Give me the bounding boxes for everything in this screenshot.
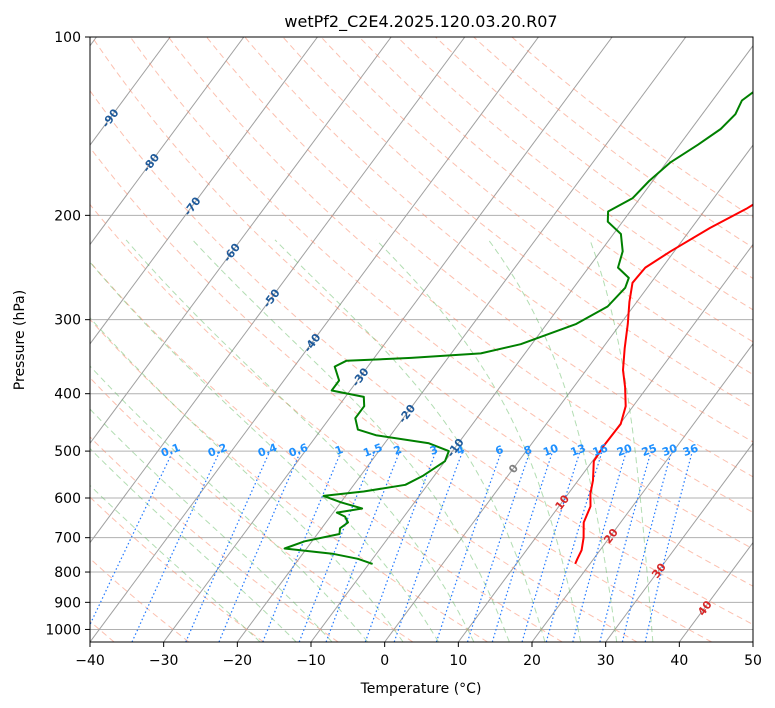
axes: −40 −30 −20 −10 0 10 20 30 40 5010020030040050060… — [45, 30, 762, 669]
moist-adiabat — [90, 484, 261, 642]
mixing-ratio-line — [393, 450, 464, 642]
y-tick-label: 400 — [54, 387, 81, 403]
plot-area: 0.10.20.40.611.52346810131620253036-100-… — [90, 37, 753, 642]
dry-adiabat — [168, 37, 753, 513]
isotherm-line — [90, 37, 171, 146]
isotherm-line — [531, 343, 753, 642]
dry-adiabat — [206, 37, 753, 478]
mixing-ratio-line — [491, 450, 554, 642]
x-tick-label: 40 — [670, 653, 688, 669]
chart-title: wetPf2_C2E4.2025.120.03.20.R07 — [284, 12, 557, 32]
x-tick-label: 10 — [449, 653, 467, 669]
mixing-ratio-label: 2 — [392, 443, 404, 458]
y-tick-label: 100 — [54, 30, 81, 46]
x-tick-label: −20 — [223, 653, 253, 669]
isotherm-line — [457, 243, 753, 642]
x-tick-label: 0 — [380, 653, 389, 669]
mixing-ratio-line — [131, 450, 221, 642]
y-tick-label: 700 — [54, 531, 81, 547]
moist-adiabat — [589, 239, 654, 642]
y-tick-label: 600 — [54, 491, 81, 507]
isotherm-line — [90, 37, 466, 544]
x-tick-label: −30 — [149, 653, 179, 669]
mixing-ratio-line — [545, 450, 603, 642]
dry-adiabat — [320, 37, 753, 376]
dewpoint-profile — [283, 90, 753, 565]
mixing-ratio-label: 30 — [660, 442, 679, 460]
mixing-ratio-label: 36 — [681, 442, 700, 460]
plot-frame — [89, 36, 754, 643]
isotherm-line — [163, 37, 613, 642]
mixing-ratio-label: 3 — [428, 443, 440, 458]
temperature-profile — [574, 203, 753, 565]
moist-adiabat — [488, 239, 618, 642]
mixing-ratio-label: 6 — [494, 443, 506, 458]
mixing-ratio-line — [185, 450, 271, 642]
mixing-ratio-line — [435, 450, 503, 642]
dry-adiabat — [90, 260, 563, 642]
isotherm-line — [90, 37, 318, 345]
isotherm-line — [236, 37, 687, 642]
moist-adiabat — [90, 408, 333, 642]
mixing-ratio-label: 13 — [569, 442, 588, 459]
moist-adiabat — [90, 365, 368, 642]
y-tick-label: 1000 — [45, 622, 81, 638]
mixing-ratio-line — [599, 450, 652, 642]
x-tick-label: 20 — [523, 653, 541, 669]
dry-adiabat — [129, 37, 753, 550]
mixing-ratio-line — [621, 450, 673, 642]
isotherm-line — [90, 37, 539, 642]
dry-adiabat — [90, 89, 753, 626]
y-tick-label: 800 — [54, 565, 81, 581]
y-tick-label: 200 — [54, 208, 81, 224]
mixing-ratio-label: 0.2 — [206, 441, 229, 460]
dry-adiabat — [90, 203, 638, 642]
moist-adiabat — [90, 316, 404, 642]
moist-adiabat — [125, 239, 475, 642]
x-tick-label: −10 — [296, 653, 326, 669]
x-tick-label: 30 — [597, 653, 615, 669]
isotherm-line — [605, 442, 753, 642]
mixing-ratio-line — [572, 450, 628, 642]
mixing-ratio-label: 4 — [455, 443, 467, 458]
dry-adiabat — [511, 37, 753, 218]
dry-adiabat — [90, 146, 712, 642]
isotherm-line — [90, 37, 245, 246]
y-tick-label: 300 — [54, 313, 81, 329]
dry-adiabat — [90, 377, 414, 642]
dry-adiabat — [90, 496, 264, 642]
isotherm-line — [90, 37, 392, 445]
mixing-ratio-line — [218, 450, 302, 642]
mixing-ratio-label: 16 — [591, 442, 610, 460]
x-tick-label: 50 — [744, 653, 762, 669]
mixing-ratio-line — [644, 450, 693, 642]
mixing-ratio-line — [521, 450, 581, 642]
mixing-ratio-label: 25 — [640, 442, 659, 459]
dry-adiabat — [358, 37, 753, 343]
moist-adiabat — [375, 239, 582, 642]
mixing-ratio-line — [466, 450, 531, 642]
mixing-ratio-label: 20 — [615, 442, 634, 460]
mixing-ratio-label: 1.5 — [361, 441, 384, 460]
x-axis-label: Temperature (°C) — [360, 681, 482, 697]
mixing-ratio-label: 0.4 — [256, 441, 279, 460]
moist-adiabat — [192, 239, 510, 642]
mixing-ratio-label: 0.6 — [287, 441, 310, 460]
x-tick-label: −40 — [75, 653, 105, 669]
y-tick-label: 500 — [54, 444, 81, 460]
moist-adiabat — [90, 447, 297, 642]
isotherm-line — [384, 144, 753, 642]
mixing-ratio-label: 8 — [522, 443, 534, 458]
y-axis-label: Pressure (hPa) — [12, 290, 28, 390]
mixing-ratio-label: 10 — [541, 442, 560, 460]
mixing-ratio-line — [90, 450, 174, 627]
mixing-ratio-label: 0.1 — [159, 441, 182, 460]
mixing-ratio-label: 1 — [333, 443, 345, 458]
y-tick-label: 900 — [54, 595, 81, 611]
